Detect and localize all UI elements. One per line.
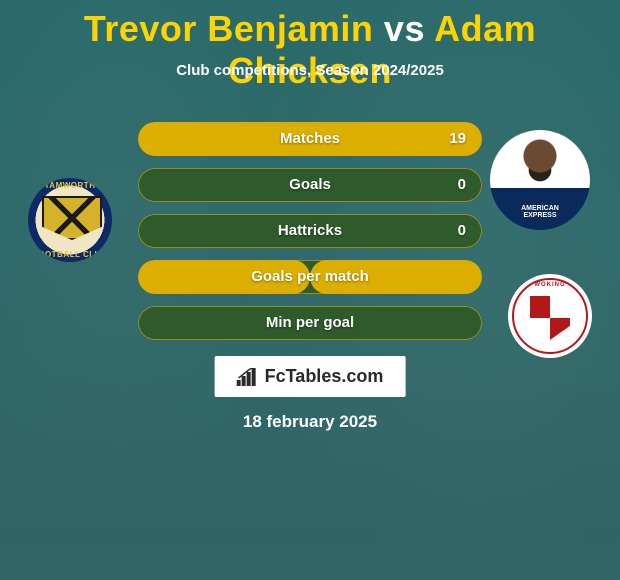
brand-watermark: FcTables.com xyxy=(215,356,406,397)
comparison-card: Trevor Benjamin vs Adam Chicksen Club co… xyxy=(0,0,620,580)
title: Trevor Benjamin vs Adam Chicksen xyxy=(0,8,620,92)
crest-text-top: TAMWORTH xyxy=(28,181,112,190)
stat-label: Goals per match xyxy=(138,260,482,294)
jersey-text-bottom: EXPRESS xyxy=(490,212,590,220)
crest-text-bottom: FOOTBALL CLUB xyxy=(28,250,112,259)
player2-jersey-text: AMERICAN EXPRESS xyxy=(490,205,590,220)
stat-row: Matches19 xyxy=(138,122,482,156)
stats-table: Matches19Goals0Hattricks0Goals per match… xyxy=(138,122,482,352)
stat-value-right: 19 xyxy=(433,122,482,156)
stat-value-right: 0 xyxy=(442,214,482,248)
stat-label: Matches xyxy=(138,122,482,156)
stat-label: Min per goal xyxy=(138,306,482,340)
brand-text: FcTables.com xyxy=(265,366,384,387)
stat-row: Min per goal xyxy=(138,306,482,340)
stat-value-right: 0 xyxy=(442,168,482,202)
comparison-date: 18 february 2025 xyxy=(0,412,620,432)
stat-label: Hattricks xyxy=(138,214,482,248)
player2-photo: AMERICAN EXPRESS xyxy=(490,130,590,230)
player1-club-crest: TAMWORTH FOOTBALL CLUB xyxy=(28,178,112,262)
title-separator: vs xyxy=(384,8,425,49)
subtitle: Club competitions, Season 2024/2025 xyxy=(0,62,620,79)
crest-shield xyxy=(530,296,570,340)
player2-club-crest: WOKING xyxy=(508,274,592,358)
stat-row: Goals0 xyxy=(138,168,482,202)
stat-row: Hattricks0 xyxy=(138,214,482,248)
title-player1: Trevor Benjamin xyxy=(84,8,374,49)
crest-text-top: WOKING xyxy=(508,282,592,288)
bars-icon xyxy=(237,368,259,386)
jersey-text-top: AMERICAN xyxy=(490,205,590,213)
stat-label: Goals xyxy=(138,168,482,202)
stat-row: Goals per match xyxy=(138,260,482,294)
